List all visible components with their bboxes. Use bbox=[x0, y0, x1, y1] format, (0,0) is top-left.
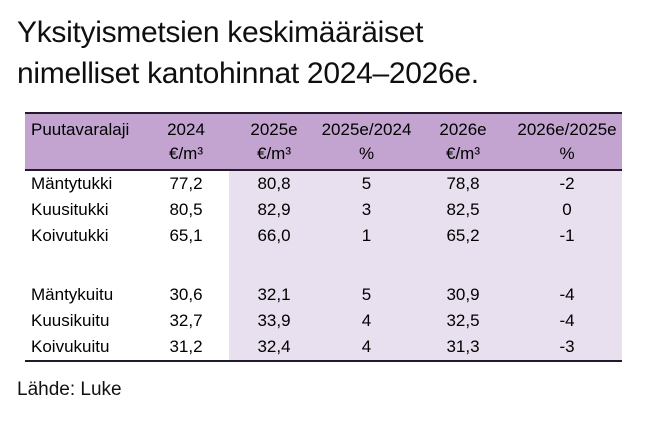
value-cell bbox=[229, 249, 319, 282]
value-cell: 80,8 bbox=[229, 170, 319, 197]
value-cell: 4 bbox=[319, 334, 414, 361]
table-row: Koivutukki 65,1 66,0 1 65,2 -1 bbox=[25, 223, 622, 249]
title-line-1: Yksityismetsien keskimääräiset bbox=[17, 16, 424, 49]
value-cell bbox=[319, 249, 414, 282]
header-unit: €/m³ bbox=[169, 144, 203, 163]
value-cell: 77,2 bbox=[169, 174, 203, 193]
header-unit: €/m³ bbox=[257, 144, 291, 163]
value-cell: 1 bbox=[319, 223, 414, 249]
source-note: Lähde: Luke bbox=[17, 379, 122, 400]
header-cell-2026e: 2026e €/m³ bbox=[414, 113, 512, 171]
row-label-cell: Mäntytukki bbox=[31, 174, 113, 193]
value-cell: 32,4 bbox=[229, 334, 319, 361]
value-cell bbox=[414, 249, 512, 282]
value-cell: 82,9 bbox=[229, 197, 319, 223]
value-cell: 30,9 bbox=[414, 282, 512, 308]
value-cell: -4 bbox=[512, 308, 622, 334]
value-cell: 3 bbox=[319, 197, 414, 223]
value-cell: -2 bbox=[512, 170, 622, 197]
header-cell-2024: 2024 €/m³ bbox=[143, 113, 229, 171]
value-cell bbox=[512, 249, 622, 282]
header-unit: % bbox=[358, 144, 375, 163]
stumpage-price-table: Puutavaralaji 2024 €/m³ 2025e €/m³ 2025e… bbox=[25, 112, 622, 362]
value-cell: 65,2 bbox=[414, 223, 512, 249]
header-label: 2026e/2025e bbox=[517, 120, 617, 139]
value-cell: 32,7 bbox=[169, 311, 203, 330]
header-cell-2025e-2024: 2025e/2024 % bbox=[319, 113, 414, 171]
value-cell: 0 bbox=[512, 197, 622, 223]
table-row: Koivukuitu 31,2 32,4 4 31,3 -3 bbox=[25, 334, 622, 361]
table-row: Mäntykuitu 30,6 32,1 5 30,9 -4 bbox=[25, 282, 622, 308]
value-cell: 31,3 bbox=[414, 334, 512, 361]
header-unit: €/m³ bbox=[446, 144, 480, 163]
header-label: 2026e bbox=[439, 120, 487, 139]
value-cell: -4 bbox=[512, 282, 622, 308]
row-label-cell: Koivukuitu bbox=[31, 337, 110, 356]
value-cell: 33,9 bbox=[229, 308, 319, 334]
header-unit: % bbox=[559, 144, 575, 163]
value-cell: 32,1 bbox=[229, 282, 319, 308]
table-row: Kuusitukki 80,5 82,9 3 82,5 0 bbox=[25, 197, 622, 223]
value-cell: 32,5 bbox=[414, 308, 512, 334]
row-label-cell bbox=[25, 249, 143, 282]
header-label: 2025e bbox=[250, 120, 298, 139]
table-row: Mäntytukki 77,2 80,8 5 78,8 -2 bbox=[25, 170, 622, 197]
value-cell: -3 bbox=[512, 334, 622, 361]
value-cell: 78,8 bbox=[414, 170, 512, 197]
value-cell: 66,0 bbox=[229, 223, 319, 249]
value-cell: -1 bbox=[512, 223, 622, 249]
value-cell: 4 bbox=[319, 308, 414, 334]
header-cell-puutavaralaji: Puutavaralaji bbox=[25, 113, 143, 171]
row-label-cell: Mäntykuitu bbox=[31, 285, 114, 304]
row-label-cell: Koivutukki bbox=[31, 226, 109, 245]
row-label-cell: Kuusitukki bbox=[31, 200, 109, 219]
header-label: Puutavaralaji bbox=[31, 120, 130, 139]
header-label: 2025e/2024 bbox=[321, 120, 412, 139]
value-cell: 5 bbox=[319, 282, 414, 308]
table-header-row: Puutavaralaji 2024 €/m³ 2025e €/m³ 2025e… bbox=[25, 113, 622, 171]
value-cell: 80,5 bbox=[169, 200, 203, 219]
header-label: 2024 bbox=[167, 120, 205, 139]
value-cell: 31,2 bbox=[169, 337, 203, 356]
value-cell: 65,1 bbox=[169, 226, 203, 245]
value-cell bbox=[143, 249, 229, 282]
title-line-2: nimelliset kantohinnat 2024–2026e. bbox=[17, 57, 479, 90]
row-label-cell: Kuusikuitu bbox=[31, 311, 110, 330]
value-cell: 30,6 bbox=[169, 285, 203, 304]
table-row-blank bbox=[25, 249, 622, 282]
page-title: Yksityismetsien keskimääräiset nimellise… bbox=[17, 12, 479, 94]
value-cell: 5 bbox=[319, 170, 414, 197]
table-row: Kuusikuitu 32,7 33,9 4 32,5 -4 bbox=[25, 308, 622, 334]
header-cell-2025e: 2025e €/m³ bbox=[229, 113, 319, 171]
header-cell-2026e-2025e: 2026e/2025e % bbox=[512, 113, 622, 171]
value-cell: 82,5 bbox=[414, 197, 512, 223]
